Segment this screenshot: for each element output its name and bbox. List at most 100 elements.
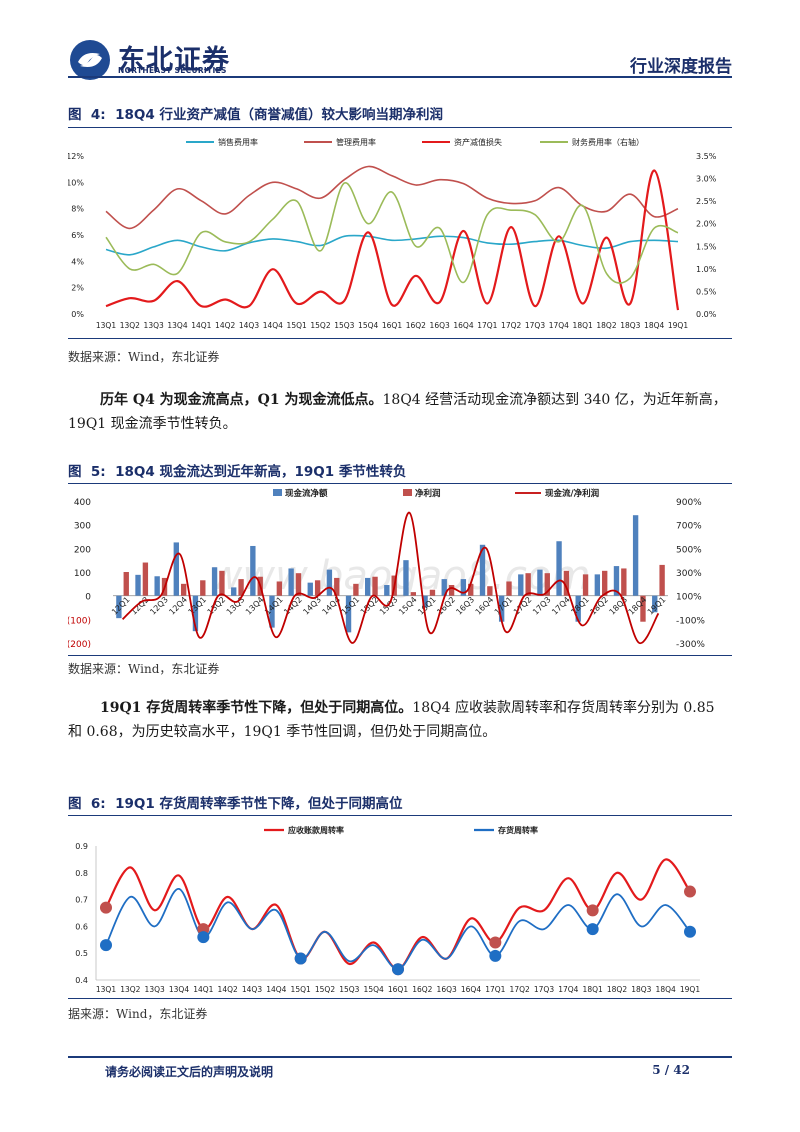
bar — [219, 570, 225, 596]
series-line — [121, 511, 660, 644]
legend-label: 现金流净额 — [285, 488, 328, 499]
y-tick-label: 12% — [68, 152, 84, 161]
bar — [518, 574, 524, 596]
x-tick-label: 17Q4 — [549, 321, 569, 330]
bar — [353, 583, 359, 596]
x-tick-label: 18Q2 — [607, 985, 627, 994]
series-line — [105, 888, 691, 971]
x-tick-label: 14Q1 — [193, 985, 213, 994]
y-tick-label: 0.8 — [75, 869, 88, 878]
x-tick-label: 18Q4 — [644, 321, 664, 330]
y2-tick-label: 1.5% — [696, 242, 717, 251]
y2-tick-label: 2.5% — [696, 197, 717, 206]
bar — [621, 568, 627, 596]
x-tick-label: 14Q3 — [239, 321, 259, 330]
y-tick-label: 0 — [85, 593, 91, 603]
x-tick-label: 15Q3 — [339, 985, 359, 994]
bar — [238, 579, 244, 596]
bar — [231, 587, 237, 596]
x-tick-label: 17Q3 — [534, 985, 554, 994]
chart-turnover: 0.4 0.5 0.6 0.7 0.8 0.9 13Q1 13Q2 13Q3 13Q4 14Q1 14… — [75, 825, 700, 994]
x-tick-label: 15Q4 — [364, 985, 384, 994]
x-tick-label: 17Q2 — [510, 985, 530, 994]
legend-swatch — [403, 489, 412, 496]
x-tick-label: 18Q1 — [573, 321, 593, 330]
bar — [537, 569, 543, 596]
bar — [269, 595, 275, 628]
bar — [640, 595, 646, 622]
q1-marker — [294, 952, 307, 965]
bar — [403, 560, 409, 596]
x-tick-label: 13Q1 — [96, 321, 116, 330]
bar — [498, 595, 505, 622]
y2-tick-label: 1.0% — [696, 265, 717, 274]
bar — [192, 595, 199, 632]
figure-5-bottom-rule — [68, 655, 732, 656]
y2-tick-label: 500% — [676, 545, 702, 555]
bar — [410, 592, 416, 596]
bar — [116, 595, 122, 619]
bar — [326, 569, 333, 596]
logo-swirl-icon — [78, 53, 102, 67]
y-tick-label: 4% — [71, 257, 84, 266]
report-type: 行业深度报告 — [630, 57, 732, 77]
x-tick-label: 15Q4 — [358, 321, 378, 330]
bar — [487, 586, 493, 596]
y2-tick-label: 0.5% — [696, 287, 717, 296]
bar — [173, 542, 179, 596]
bar — [211, 567, 218, 596]
x-tick-label: 19Q1 — [646, 595, 668, 617]
bar — [142, 562, 149, 596]
q1-marker — [392, 963, 404, 976]
series-line — [105, 165, 679, 230]
figure-6-title: 图 6: 19Q1 存货周转率季节性下降，但处于同期高位 — [68, 796, 403, 812]
x-tick-label: 16Q4 — [453, 321, 473, 330]
bar — [345, 595, 352, 633]
y2-tick-label: 3.5% — [696, 152, 717, 161]
bar — [384, 585, 390, 596]
x-tick-label: 17Q3 — [525, 321, 545, 330]
x-tick-label: 16Q2 — [406, 321, 426, 330]
q1-marker — [100, 939, 112, 952]
bar — [154, 576, 160, 596]
q1-marker — [197, 931, 210, 944]
y2-tick-label: -300% — [676, 640, 705, 650]
y2-tick-label: 100% — [676, 593, 702, 603]
bar — [180, 583, 187, 596]
figure-4-title: 图 4: 18Q4 行业资产减值（商誉减值）较大影响当期净利润 — [68, 107, 443, 123]
x-tick-label: 16Q1 — [382, 321, 402, 330]
paragraph-turnover: 19Q1 存货周转率季节性下降，但处于同期高位。18Q4 应收装款周转率和存货周… — [68, 700, 715, 740]
x-tick-label: 16Q1 — [388, 985, 408, 994]
figure-4-source: 数据来源：Wind，东北证券 — [68, 350, 220, 364]
series-line — [105, 182, 679, 284]
x-tick-label: 18Q3 — [620, 321, 640, 330]
y-tick-label: 0.7 — [75, 896, 88, 905]
page-number: 5 / 42 — [652, 1063, 690, 1077]
bar — [594, 574, 601, 596]
x-tick-label: 16Q3 — [437, 985, 457, 994]
x-tick-label: 15Q1 — [287, 321, 307, 330]
y-tick-label: (100) — [68, 616, 91, 626]
y2-tick-label: 300% — [676, 569, 702, 579]
bar — [602, 570, 608, 596]
header-rule — [68, 76, 732, 78]
bar — [652, 595, 658, 613]
x-tick-label: 14Q4 — [266, 985, 286, 994]
legend-label: 应收账款周转率 — [288, 825, 344, 835]
bar — [632, 515, 639, 596]
y-tick-label: 200 — [74, 545, 91, 555]
bar — [544, 573, 550, 596]
x-tick-label: 13Q1 — [96, 985, 116, 994]
y-tick-label: 400 — [74, 498, 91, 508]
x-tick-label: 13Q2 — [120, 985, 140, 994]
y2-tick-label: -100% — [676, 616, 705, 626]
figure-6-top-rule — [68, 815, 732, 816]
watermark: www.baogao8.com — [210, 553, 591, 599]
x-tick-label: 19Q1 — [680, 985, 700, 994]
bar — [563, 570, 570, 596]
x-tick-label: 17Q1 — [477, 321, 497, 330]
x-tick-label: 16Q3 — [430, 321, 450, 330]
q1-marker — [684, 925, 696, 938]
bar — [460, 579, 467, 596]
x-tick-label: 12Q2 — [129, 595, 151, 617]
